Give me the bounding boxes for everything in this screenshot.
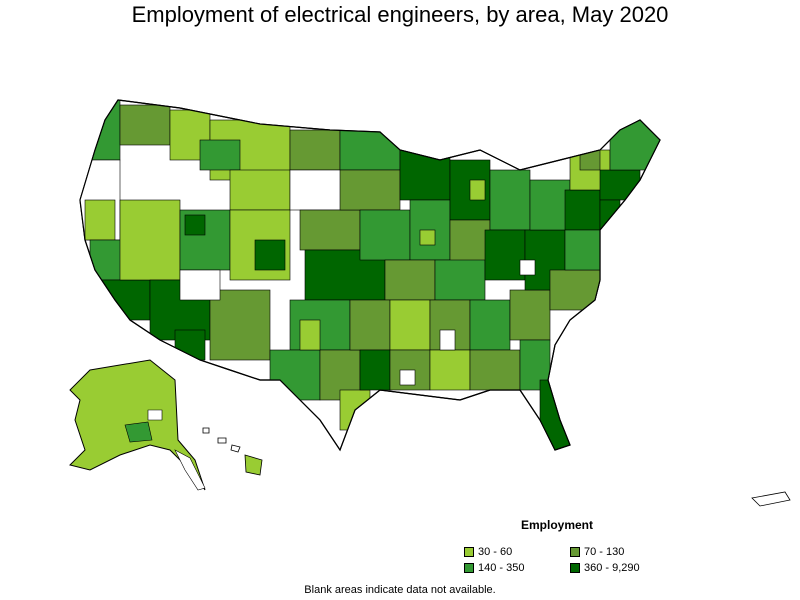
legend-label: 140 - 350 [478, 562, 525, 574]
alaska-southeast [174, 449, 206, 491]
hawaii-oahu [217, 437, 227, 444]
alaska [69, 359, 206, 491]
alaska-anchorage-area [124, 421, 153, 443]
hawaii-big-island [244, 454, 263, 476]
legend-swatch [570, 563, 580, 573]
alaska-fairbanks-area [147, 409, 163, 421]
legend-swatch [464, 563, 474, 573]
map-title: Employment of electrical engineers, by a… [131, 2, 669, 27]
hawaii-maui [230, 444, 241, 453]
footnote: Blank areas indicate data not available. [304, 584, 496, 596]
legend-item-360-9290: 360 - 9,290 [570, 562, 640, 574]
legend-item-70-130: 70 - 130 [570, 546, 624, 558]
legend-swatch [464, 547, 474, 557]
legend-label: 30 - 60 [478, 546, 513, 558]
puerto-rico [751, 491, 791, 507]
lower-48-states [79, 99, 661, 452]
hawaii [202, 427, 263, 476]
hawaii-kauai [202, 427, 210, 434]
puerto-rico-area [751, 491, 791, 507]
legend-label: 70 - 130 [584, 546, 625, 558]
legend-item-30-60: 30 - 60 [464, 546, 512, 558]
legend-swatch [570, 547, 580, 557]
legend-item-140-350: 140 - 350 [464, 562, 524, 574]
legend-label: 360 - 9,290 [584, 562, 640, 574]
legend-title: Employment [521, 518, 594, 532]
